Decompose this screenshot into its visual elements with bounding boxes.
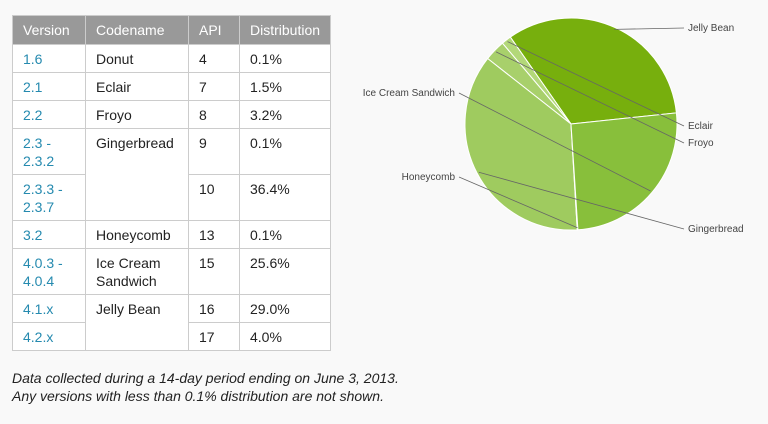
- pie-label-jelly-bean: Jelly Bean: [688, 23, 734, 34]
- api-cell: 8: [188, 100, 240, 129]
- table-row: 4.0.3 - 4.0.4 Ice Cream Sandwich 15 25.6…: [12, 248, 332, 295]
- leader-line-ice-cream-sandwich: [458, 92, 651, 192]
- version-cell[interactable]: 2.3 - 2.3.2: [12, 128, 86, 175]
- pie-label-ice-cream-sandwich: Ice Cream Sandwich: [363, 88, 455, 99]
- distribution-cell: 25.6%: [238, 248, 332, 295]
- version-link[interactable]: 4.0.3 - 4.0.4: [23, 255, 63, 289]
- distribution-cell: 0.1%: [238, 220, 332, 249]
- version-link[interactable]: 4.1.x: [23, 301, 54, 317]
- table-row: 2.3 - 2.3.2 Gingerbread 9 0.1%: [12, 128, 332, 221]
- codename-cell: Eclair: [85, 72, 189, 101]
- header-codename: Codename: [85, 15, 189, 45]
- codename-cell: Jelly Bean: [85, 294, 189, 351]
- table-row: 3.2 Honeycomb 13 0.1%: [12, 220, 332, 249]
- version-cell[interactable]: 2.1: [12, 72, 86, 101]
- footnote-line: Data collected during a 14-day period en…: [12, 370, 399, 386]
- version-cell[interactable]: 3.2: [12, 220, 86, 249]
- leader-line-honeycomb: [458, 176, 578, 229]
- pie-slice-ice-cream-sandwich: [570, 112, 678, 231]
- api-cell: 17: [188, 322, 240, 351]
- distribution-cell: 29.0%: [238, 294, 332, 323]
- table-header-row: Version Codename API Distribution: [12, 15, 332, 45]
- codename-cell: Honeycomb: [85, 220, 189, 249]
- footnote-line: Any versions with less than 0.1% distrib…: [12, 388, 384, 404]
- distribution-cell: 3.2%: [238, 100, 332, 129]
- header-distribution: Distribution: [238, 15, 332, 45]
- header-api: API: [188, 15, 240, 45]
- distribution-cell: 0.1%: [238, 44, 332, 73]
- table-row: 4.1.x Jelly Bean 16 29.0%: [12, 294, 332, 351]
- pie-label-gingerbread: Gingerbread: [688, 224, 744, 235]
- pie-label-honeycomb: Honeycomb: [402, 172, 456, 183]
- table-row: 2.1 Eclair 7 1.5%: [12, 72, 332, 101]
- codename-cell: Froyo: [85, 100, 189, 129]
- version-link[interactable]: 3.2: [23, 227, 43, 243]
- pie-label-eclair: Eclair: [688, 121, 714, 132]
- version-cell[interactable]: 1.6: [12, 44, 86, 73]
- api-cell: 9: [188, 128, 240, 175]
- version-link[interactable]: 2.3.3 - 2.3.7: [23, 181, 63, 215]
- version-cell[interactable]: 2.2: [12, 100, 86, 129]
- leader-line-jelly-bean: [614, 27, 685, 30]
- codename-cell: Gingerbread: [85, 128, 189, 221]
- footnote: Data collected during a 14-day period en…: [12, 369, 399, 405]
- api-cell: 10: [188, 174, 240, 221]
- version-cell[interactable]: 4.0.3 - 4.0.4: [12, 248, 86, 295]
- distribution-cell: 4.0%: [238, 322, 332, 351]
- pie-label-froyo: Froyo: [688, 138, 714, 149]
- pie-slice-jelly-bean: [509, 17, 677, 125]
- leader-line-eclair: [507, 41, 685, 127]
- codename-cell: Donut: [85, 44, 189, 73]
- distribution-pie-chart: Jelly Bean Eclair Froyo Gingerbread Honeycom…: [363, 17, 744, 235]
- version-link[interactable]: 2.1: [23, 79, 43, 95]
- table-row: 2.2 Froyo 8 3.2%: [12, 100, 332, 129]
- distribution-table: Version Codename API Distribution 1.6 Do…: [12, 15, 332, 351]
- table-row: 4.2.x 17 4.0%: [12, 322, 332, 351]
- leader-line-gingerbread: [478, 171, 685, 230]
- table-row: 2.3.3 - 2.3.7 10 36.4%: [12, 174, 332, 221]
- version-cell[interactable]: 4.2.x: [12, 322, 86, 351]
- table-row: 1.6 Donut 4 0.1%: [12, 44, 332, 73]
- api-cell: 16: [188, 294, 240, 323]
- version-cell[interactable]: 4.1.x: [12, 294, 86, 323]
- distribution-cell: 36.4%: [238, 174, 332, 221]
- header-version: Version: [12, 15, 86, 45]
- version-cell[interactable]: 2.3.3 - 2.3.7: [12, 174, 86, 221]
- codename-cell: Ice Cream Sandwich: [85, 248, 189, 295]
- api-cell: 7: [188, 72, 240, 101]
- distribution-cell: 1.5%: [238, 72, 332, 101]
- leader-line-froyo: [495, 51, 685, 144]
- distribution-cell: 0.1%: [238, 128, 332, 175]
- pie-slice-gingerbread: [464, 57, 578, 231]
- api-cell: 13: [188, 220, 240, 249]
- version-link[interactable]: 2.3 - 2.3.2: [23, 135, 55, 169]
- version-link[interactable]: 2.2: [23, 107, 43, 123]
- version-link[interactable]: 1.6: [23, 51, 43, 67]
- version-link[interactable]: 4.2.x: [23, 329, 54, 345]
- api-cell: 15: [188, 248, 240, 295]
- api-cell: 4: [188, 44, 240, 73]
